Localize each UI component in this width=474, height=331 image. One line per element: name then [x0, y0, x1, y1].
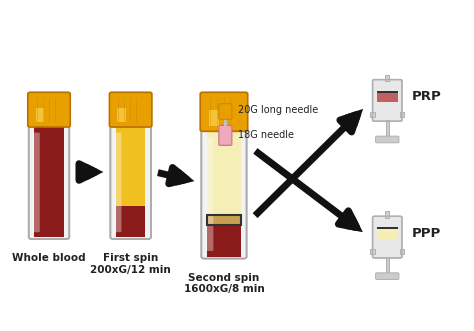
FancyBboxPatch shape — [375, 273, 399, 279]
Bar — [377, 91, 398, 93]
Bar — [400, 112, 404, 117]
FancyBboxPatch shape — [115, 133, 121, 232]
Bar — [207, 225, 241, 257]
Bar — [207, 130, 241, 215]
Bar — [224, 118, 227, 126]
Bar — [116, 206, 146, 237]
Bar — [224, 131, 227, 144]
Bar — [36, 108, 45, 122]
Bar — [370, 249, 375, 254]
Bar — [386, 120, 389, 137]
Bar — [386, 257, 389, 274]
FancyBboxPatch shape — [33, 133, 40, 232]
Bar — [118, 108, 126, 122]
Text: 20G long needle: 20G long needle — [238, 105, 319, 115]
FancyBboxPatch shape — [373, 79, 402, 121]
Bar — [377, 229, 398, 239]
Bar — [116, 125, 146, 206]
Bar — [207, 215, 241, 225]
FancyBboxPatch shape — [219, 125, 232, 145]
FancyBboxPatch shape — [375, 136, 399, 143]
FancyBboxPatch shape — [219, 104, 232, 119]
FancyBboxPatch shape — [28, 92, 70, 127]
FancyBboxPatch shape — [201, 128, 246, 259]
Text: Second spin
1600xG/8 min: Second spin 1600xG/8 min — [183, 273, 264, 295]
Bar — [377, 227, 398, 229]
Bar — [385, 211, 389, 217]
Text: 18G needle: 18G needle — [238, 130, 294, 140]
Bar — [34, 125, 64, 237]
FancyBboxPatch shape — [206, 138, 213, 251]
FancyBboxPatch shape — [109, 92, 152, 127]
FancyBboxPatch shape — [373, 216, 402, 258]
Bar — [377, 93, 398, 102]
Text: PPP: PPP — [412, 227, 441, 240]
Bar — [370, 112, 375, 117]
Text: Whole blood: Whole blood — [12, 253, 86, 263]
Bar — [385, 74, 389, 81]
FancyBboxPatch shape — [200, 92, 248, 131]
Bar — [209, 110, 219, 126]
Text: First spin
200xG/12 min: First spin 200xG/12 min — [90, 253, 171, 275]
Text: PRP: PRP — [412, 90, 441, 103]
Bar — [207, 215, 241, 225]
FancyBboxPatch shape — [29, 123, 69, 239]
Bar — [400, 249, 404, 254]
FancyBboxPatch shape — [110, 123, 151, 239]
